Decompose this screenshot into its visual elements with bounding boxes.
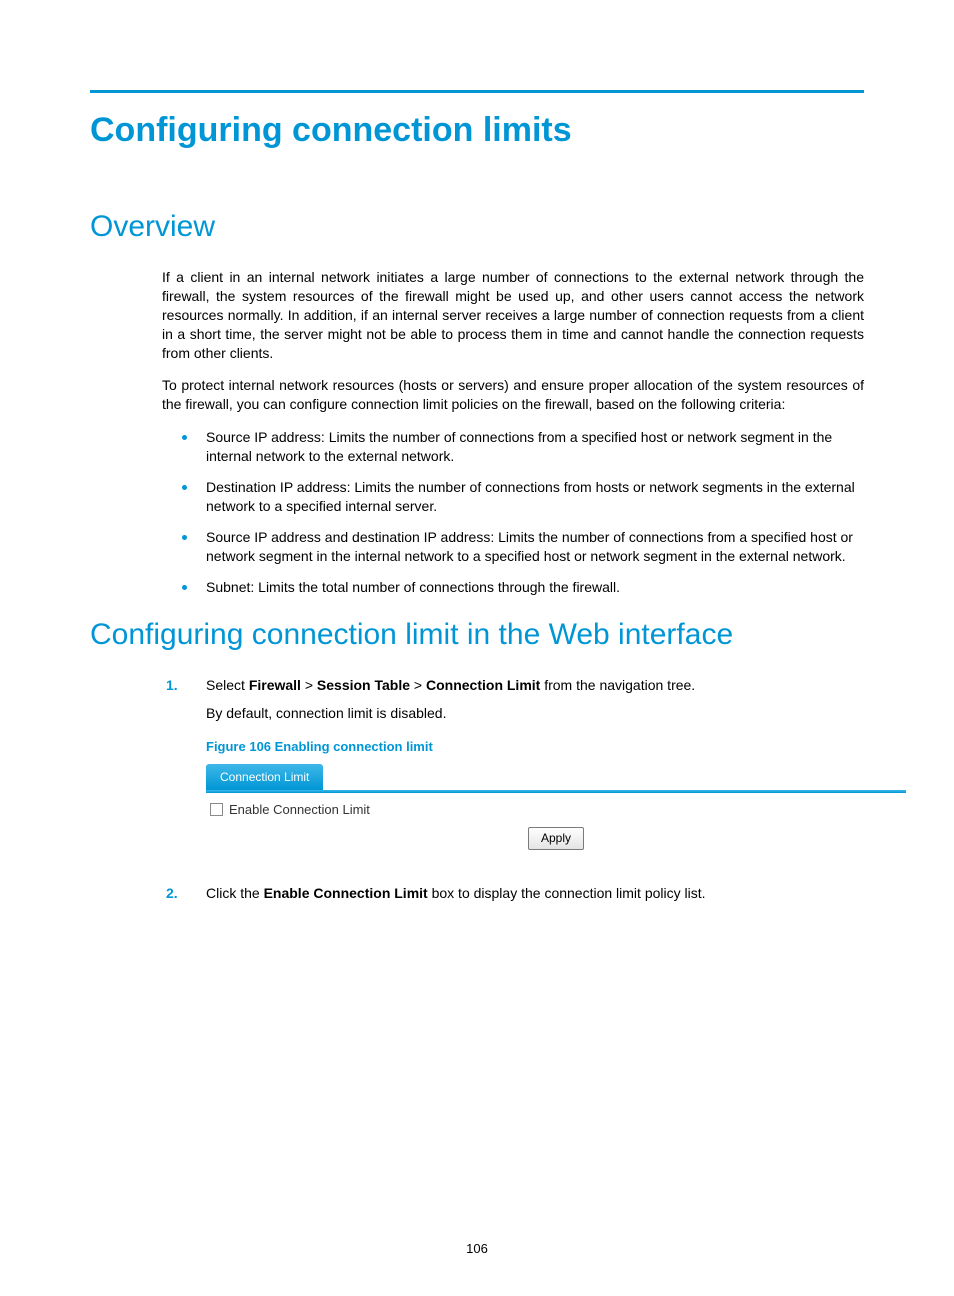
top-rule — [90, 90, 864, 93]
step1-text: Select Firewall > Session Table > Connec… — [206, 677, 695, 693]
ui-screenshot: Connection Limit Enable Connection Limit… — [206, 764, 906, 856]
step-2: Click the Enable Connection Limit box to… — [162, 884, 864, 904]
ui-apply-row: Apply — [210, 827, 902, 850]
figure-caption: Figure 106 Enabling connection limit — [206, 738, 864, 756]
ui-tabbar: Connection Limit — [206, 764, 906, 790]
t: > — [410, 677, 426, 693]
step2-text: Click the Enable Connection Limit box to… — [206, 885, 706, 901]
bullet-item: Destination IP address: Limits the numbe… — [162, 478, 864, 516]
steps-list: Select Firewall > Session Table > Connec… — [162, 676, 864, 903]
bullet-item: Subnet: Limits the total number of conne… — [162, 578, 864, 597]
overview-para-2: To protect internal network resources (h… — [162, 376, 864, 414]
checkbox-label: Enable Connection Limit — [229, 801, 370, 819]
ui-checkbox-row: Enable Connection Limit — [210, 801, 902, 819]
t: box to display the connection limit poli… — [428, 885, 706, 901]
overview-body: If a client in an internal network initi… — [162, 268, 864, 596]
apply-button[interactable]: Apply — [528, 827, 584, 850]
overview-para-1: If a client in an internal network initi… — [162, 268, 864, 362]
section-heading-overview: Overview — [90, 210, 864, 244]
nav-bold: Firewall — [249, 677, 301, 693]
webconfig-body: Select Firewall > Session Table > Connec… — [162, 676, 864, 903]
step-1: Select Firewall > Session Table > Connec… — [162, 676, 864, 855]
nav-bold: Session Table — [317, 677, 410, 693]
ui-body: Enable Connection Limit Apply — [206, 793, 906, 856]
enable-connection-limit-checkbox[interactable] — [210, 803, 223, 816]
bold: Enable Connection Limit — [264, 885, 428, 901]
t: Click the — [206, 885, 264, 901]
document-page: Configuring connection limits Overview I… — [0, 0, 954, 1296]
t: > — [301, 677, 317, 693]
bullet-item: Source IP address: Limits the number of … — [162, 428, 864, 466]
ui-tab-connection-limit[interactable]: Connection Limit — [206, 764, 323, 790]
t: from the navigation tree. — [540, 677, 695, 693]
section-heading-webconfig: Configuring connection limit in the Web … — [90, 618, 864, 652]
page-title: Configuring connection limits — [90, 111, 864, 150]
step1-sub: By default, connection limit is disabled… — [206, 704, 864, 724]
overview-bullets: Source IP address: Limits the number of … — [162, 428, 864, 596]
page-number: 106 — [0, 1241, 954, 1256]
nav-bold: Connection Limit — [426, 677, 540, 693]
bullet-item: Source IP address and destination IP add… — [162, 528, 864, 566]
t: Select — [206, 677, 249, 693]
